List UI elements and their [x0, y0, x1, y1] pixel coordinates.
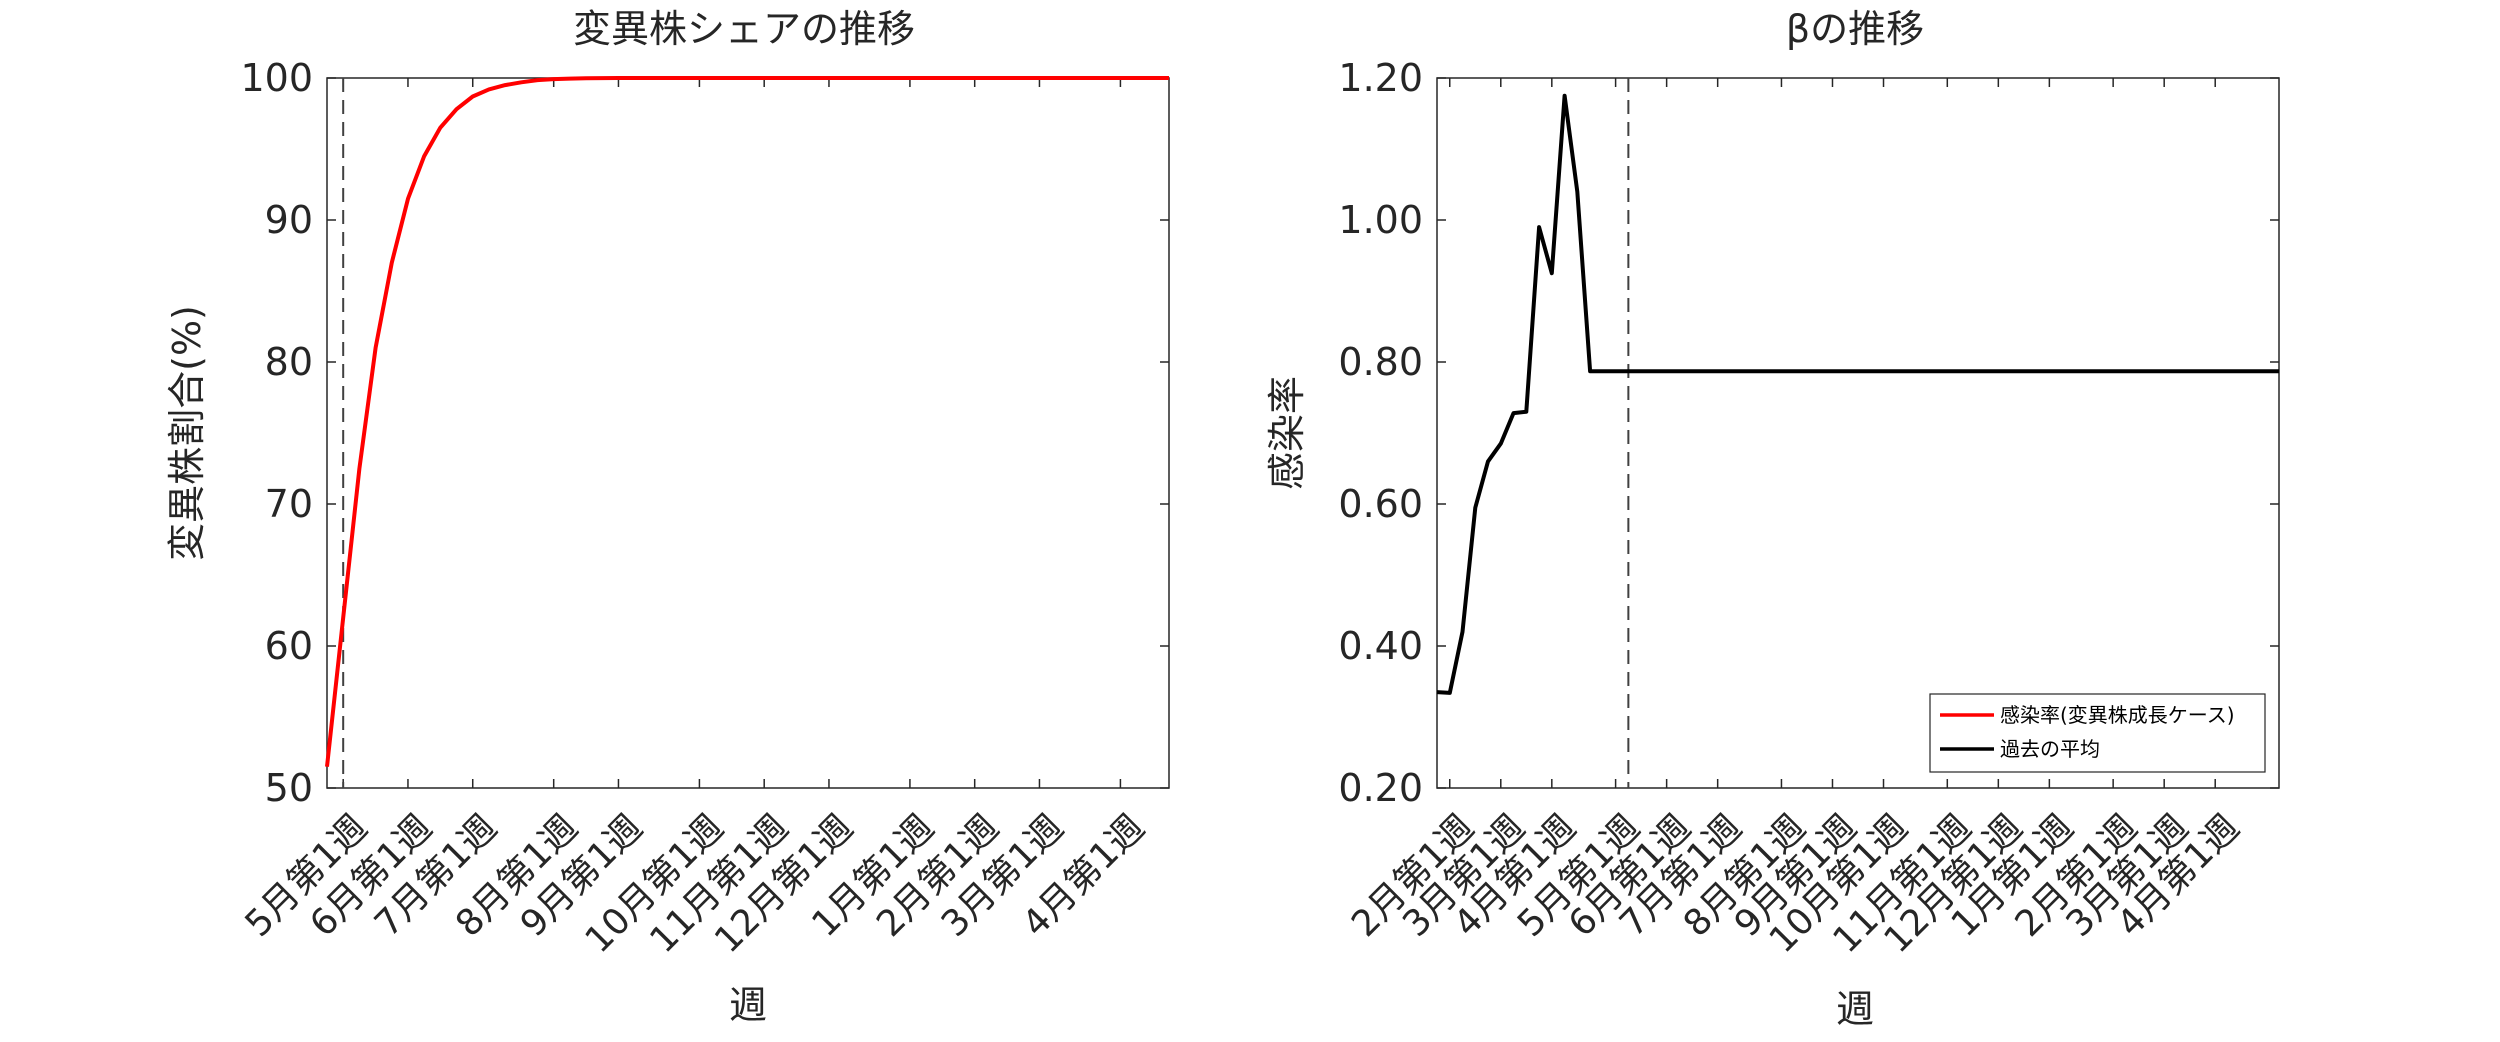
y-tick-label: 0.40 [1338, 624, 1423, 668]
y-axis-label: 感染率 [1265, 376, 1309, 490]
x-axis-label: 週 [1836, 987, 1874, 1031]
y-tick-label: 0.60 [1338, 482, 1423, 526]
legend: 感染率(変異株成長ケース) 過去の平均 [1929, 693, 2266, 773]
plot-area [1436, 77, 2280, 789]
series-lines [325, 76, 1169, 788]
legend-box [1929, 693, 2266, 773]
y-axis-ticks: 50 60 70 80 90 100 [240, 56, 1169, 810]
series-line [325, 76, 1169, 767]
y-axis-ticks: 0.20 0.40 0.60 0.80 1.00 1.20 [1338, 56, 2279, 810]
y-tick-label: 1.00 [1338, 198, 1423, 242]
y-tick-label: 90 [265, 198, 313, 242]
beta-chart: βの推移 感染率 週 0.200.400.600.801.001.20 2月第1… [1265, 7, 2280, 1031]
chart-title: 変異株シェアの推移 [573, 7, 915, 51]
y-tick-label: 80 [265, 340, 313, 384]
chart-title: βの推移 [1786, 7, 1924, 51]
y-tick-label: 50 [265, 766, 313, 810]
legend-label: 過去の平均 [2000, 737, 2100, 761]
y-tick-label: 70 [265, 482, 313, 526]
series-lines [1436, 78, 2279, 788]
series-line [1436, 93, 2279, 695]
y-tick-label: 0.80 [1338, 340, 1423, 384]
y-tick-label: 100 [240, 56, 313, 100]
y-axis-label: 変異株割合(%) [165, 305, 209, 561]
y-tick-label: 0.20 [1338, 766, 1423, 810]
plot-area [326, 77, 1170, 789]
y-tick-label: 60 [265, 624, 313, 668]
legend-label: 感染率(変異株成長ケース) [2000, 703, 2235, 727]
y-tick-label: 1.20 [1338, 56, 1423, 100]
x-axis-label: 週 [729, 983, 767, 1027]
